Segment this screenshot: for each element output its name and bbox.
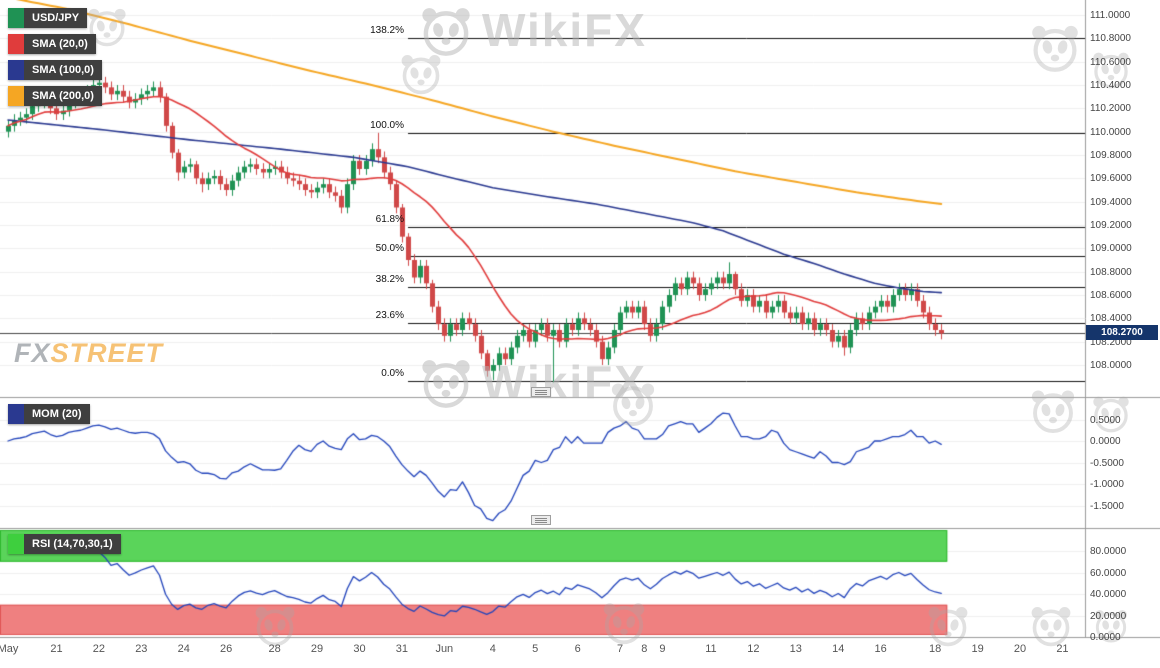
mom-label: MOM (20) bbox=[24, 404, 90, 424]
time-axis-label: 6 bbox=[574, 643, 581, 655]
rsi-axis-label: 60.0000 bbox=[1090, 567, 1127, 579]
price-axis-label: 109.2000 bbox=[1090, 219, 1132, 231]
price-axis-label: 111.0000 bbox=[1090, 10, 1131, 21]
time-axis-label: 9 bbox=[659, 643, 666, 655]
time-axis-label: 4 bbox=[489, 643, 496, 655]
time-axis-label: 21 bbox=[50, 643, 63, 655]
rsi-axis-label: 20.0000 bbox=[1090, 610, 1127, 622]
price-axis-label: 110.2000 bbox=[1090, 103, 1131, 115]
time-axis-label: 13 bbox=[789, 643, 802, 655]
price-axis-label: 108.2000 bbox=[1090, 336, 1132, 348]
time-axis-label: 16 bbox=[874, 643, 887, 655]
fib-level-label: 0.0% bbox=[381, 368, 404, 380]
price-axis-label: 109.4000 bbox=[1090, 196, 1132, 208]
time-axis-label: 14 bbox=[832, 643, 845, 655]
time-axis-label: May bbox=[0, 643, 19, 655]
legend-chip-rsi[interactable]: RSI (14,70,30,1) bbox=[8, 534, 121, 554]
fib-level-label: 100.0% bbox=[370, 119, 404, 131]
price-axis-label: 110.0000 bbox=[1090, 126, 1131, 138]
price-axis-label: 108.0000 bbox=[1090, 359, 1132, 371]
time-axis-label: 20 bbox=[1013, 643, 1027, 655]
sma100-swatch-icon bbox=[8, 60, 24, 80]
price-axis-label: 109.8000 bbox=[1090, 149, 1132, 161]
panel-resize-handle-mom[interactable] bbox=[531, 387, 551, 397]
time-axis-label: 31 bbox=[395, 643, 409, 655]
rsi-swatch-icon bbox=[8, 534, 24, 554]
fib-level-label: 23.6% bbox=[375, 309, 404, 321]
time-axis-label: 30 bbox=[353, 643, 366, 655]
time-axis-label: 19 bbox=[971, 643, 984, 655]
sma20-swatch-icon bbox=[8, 34, 24, 54]
legend-chip-sma200[interactable]: SMA (200,0) bbox=[8, 86, 102, 106]
fib-level-label: 138.2% bbox=[370, 25, 404, 37]
time-axis-label: Jun bbox=[435, 643, 454, 655]
time-axis-label: 11 bbox=[705, 643, 717, 655]
price-axis-label: 108.6000 bbox=[1090, 289, 1132, 301]
time-axis-label: 18 bbox=[929, 643, 942, 655]
mom-axis-label: 0.0000 bbox=[1090, 436, 1121, 447]
fib-level-label: 61.8% bbox=[375, 214, 404, 226]
time-axis-label: 28 bbox=[268, 643, 281, 655]
legend-chip-sma20[interactable]: SMA (20,0) bbox=[8, 34, 96, 54]
mom-axis-label: -1.0000 bbox=[1090, 479, 1124, 490]
mom-axis-label: -0.5000 bbox=[1090, 457, 1124, 469]
rsi-axis-label: 40.0000 bbox=[1090, 589, 1127, 600]
time-axis-label: 21 bbox=[1056, 643, 1069, 655]
symbol-label: USD/JPY bbox=[24, 8, 88, 28]
price-axis-label: 110.6000 bbox=[1090, 56, 1131, 68]
price-axis-label: 109.0000 bbox=[1090, 243, 1132, 255]
fib-level-label: 38.2% bbox=[375, 273, 404, 285]
sma200-swatch-icon bbox=[8, 86, 24, 106]
time-axis-label: 5 bbox=[532, 643, 539, 655]
time-axis-label: 26 bbox=[220, 643, 233, 655]
time-axis-label: 24 bbox=[177, 643, 190, 655]
sma20-label: SMA (20,0) bbox=[24, 34, 96, 54]
mom-axis-label: 0.5000 bbox=[1090, 414, 1121, 426]
price-axis-label: 110.8000 bbox=[1090, 33, 1131, 45]
time-axis-label: 22 bbox=[92, 643, 106, 655]
panel-resize-handle-rsi[interactable] bbox=[531, 515, 551, 525]
legend-chip-symbol[interactable]: USD/JPY bbox=[8, 8, 88, 28]
time-axis-label: 23 bbox=[135, 643, 148, 655]
legend-chip-mom[interactable]: MOM (20) bbox=[8, 404, 90, 424]
rsi-axis-label: 0.0000 bbox=[1090, 632, 1121, 643]
sma200-label: SMA (200,0) bbox=[24, 86, 102, 106]
symbol-swatch-icon bbox=[8, 8, 24, 28]
rsi-axis-label: 80.0000 bbox=[1090, 546, 1127, 557]
time-axis-label: 29 bbox=[310, 643, 324, 655]
mom-axis-label: -1.5000 bbox=[1090, 500, 1124, 512]
rsi-label: RSI (14,70,30,1) bbox=[24, 534, 121, 554]
fib-level-label: 50.0% bbox=[375, 243, 404, 255]
legend-chip-sma100[interactable]: SMA (100,0) bbox=[8, 60, 102, 80]
last-price-badge: 108.2700 bbox=[1086, 325, 1158, 341]
price-axis-label: 108.8000 bbox=[1090, 266, 1132, 278]
mom-swatch-icon bbox=[8, 404, 24, 424]
sma100-label: SMA (100,0) bbox=[24, 60, 102, 80]
time-axis-label: 8 bbox=[641, 643, 648, 655]
time-axis-label: 7 bbox=[616, 643, 624, 655]
time-axis-label: 12 bbox=[747, 643, 760, 655]
price-axis-label: 109.6000 bbox=[1090, 173, 1132, 185]
price-axis-label: 108.4000 bbox=[1090, 313, 1132, 325]
price-axis-label: 110.4000 bbox=[1090, 79, 1131, 91]
